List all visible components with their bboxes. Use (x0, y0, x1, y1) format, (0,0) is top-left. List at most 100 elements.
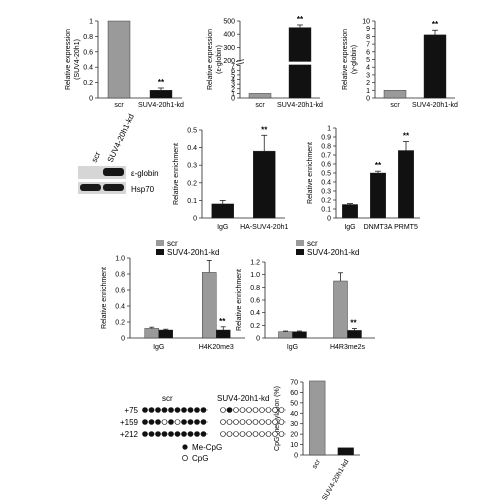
y-axis-label: Relative enrichment (173, 143, 180, 205)
y-tick-label: 40 (290, 411, 298, 418)
unmethylated-cpg (265, 419, 272, 425)
methylated-cpg (181, 419, 187, 425)
legend-label-kd: SUV4-20h1-kd (167, 248, 219, 257)
unmethylated-cpg (278, 431, 285, 437)
y-tick-label: 1.0 (115, 256, 125, 263)
unmethylated-cpg (233, 419, 239, 425)
bar (398, 150, 414, 219)
significance-label: ** (432, 20, 439, 29)
bar-scr (333, 280, 348, 339)
unmethylated-cpg (252, 419, 259, 425)
x-tick-label: IgG (287, 344, 298, 351)
chart-p7: 0 0.2 0.4 0.6 0.8 1.0 1.2 Relative enrichment Ig… (236, 260, 375, 351)
y-tick-label: 0.3 (321, 189, 331, 196)
x-tick-label: scr (114, 102, 124, 109)
y-tick-label: 9 (366, 26, 370, 33)
y-tick-label: 0 (231, 96, 235, 103)
bisulfite-text: scr SUV4-20h1-kd +75 +159 +212 Me-CpG Cp… (120, 394, 270, 463)
y-tick-label: 0.6 (83, 49, 93, 56)
bisulfite-group-scr: scr (162, 394, 173, 403)
unmethylated-cpg (226, 419, 233, 425)
bar (107, 20, 131, 99)
y-tick-label: 70 (290, 380, 298, 387)
y-axis-label: (γ-globin) (351, 45, 358, 74)
y-tick-label: 5 (231, 72, 235, 79)
unmethylated-cpg (239, 431, 246, 437)
bar (342, 204, 358, 219)
y-tick-label: 0.4 (115, 304, 125, 311)
y-tick-label: 0.5 (187, 128, 197, 135)
x-tick-label: IgG (344, 224, 355, 231)
bisulfite-pos-1: +75 (124, 406, 138, 415)
y-tick-label: 1 (89, 19, 93, 26)
unmethylated-cpg (272, 407, 278, 413)
methylated-cpg (187, 431, 194, 437)
unmethylated-cpg (265, 407, 272, 413)
methylated-cpg (168, 419, 174, 425)
methylated-cpg (181, 407, 187, 413)
y-tick-label: 0 (366, 96, 370, 103)
y-tick-label: 200 (223, 58, 235, 65)
unmethylated-cpg (252, 431, 259, 437)
y-tick-label: 500 (223, 19, 235, 26)
methylated-cpg (142, 431, 148, 437)
unmethylated-cpg (278, 419, 285, 425)
y-tick-label: 7 (366, 42, 370, 49)
y-tick-label: 1 (327, 126, 331, 133)
y-tick-label: 3 (366, 72, 370, 79)
y-tick-label: 0.6 (115, 288, 125, 295)
y-tick-label: 0.1 (321, 207, 331, 214)
y-tick-label: 0.1 (187, 198, 197, 205)
chart-p4: 0 0.1 0.2 0.3 0.4 0.5 Relative enrichment IgG **… (173, 125, 288, 231)
x-tick-label: scr (311, 458, 322, 470)
y-tick-label: 0.2 (83, 80, 93, 87)
lollipop-row (142, 407, 286, 413)
methylated-cpg (181, 431, 187, 437)
y-tick-label: 0.2 (250, 323, 260, 330)
y-tick-label: 0.6 (321, 162, 331, 169)
significance-label: ** (403, 132, 410, 141)
unmethylated-cpg (272, 419, 278, 425)
y-tick-label: 2 (231, 86, 235, 93)
y-tick-label: 0.4 (321, 180, 331, 187)
legend-swatch-kd (156, 249, 164, 255)
y-tick-label: 0.2 (321, 198, 331, 205)
y-axis-label: Relative enrichment (101, 267, 108, 329)
unmethylated-cpg (220, 419, 226, 425)
y-tick-label: 0 (121, 336, 125, 343)
bisulfite-pos-2: +159 (120, 418, 139, 427)
y-tick-label: 0 (327, 216, 331, 223)
legend-panel-7: scr SUV4-20h1-kd (296, 239, 359, 257)
bar (309, 380, 326, 456)
y-tick-label: 0 (193, 216, 197, 223)
blot-band-epsilon-kd (103, 168, 124, 176)
unmethylated-cpg (246, 419, 252, 425)
methylated-cpg (187, 407, 194, 413)
y-axis-label: Relative enrichment (307, 142, 314, 204)
significance-label: ** (350, 319, 357, 328)
x-tick-label: H4K20me3 (199, 344, 234, 351)
y-tick-label: 10 (290, 442, 298, 449)
y-tick-label: 0.3 (187, 163, 197, 170)
unmethylated-cpg (239, 419, 246, 425)
unmethylated-cpg (259, 431, 265, 437)
bar (149, 90, 173, 99)
bar-scr (278, 331, 293, 339)
y-axis-label: (ε-globin) (216, 45, 223, 74)
y-tick-label: 400 (223, 32, 235, 39)
lollipop-row (142, 419, 286, 425)
y-tick-label: 0.8 (115, 272, 125, 279)
bar-break (288, 61, 312, 65)
significance-label: ** (375, 161, 382, 170)
y-tick-label: 4 (366, 65, 370, 72)
y-axis-label: Relative expression (65, 29, 72, 90)
y-tick-label: 0.8 (250, 285, 260, 292)
legend-swatch-scr (296, 240, 304, 246)
x-tick-label: H4R3me2s (330, 344, 366, 351)
y-tick-label: 0.4 (83, 65, 93, 72)
blot-label-hsp70: Hsp70 (131, 185, 155, 194)
significance-label: ** (158, 78, 165, 87)
y-tick-label: 0.4 (250, 310, 260, 317)
methylated-cpg (200, 419, 207, 425)
